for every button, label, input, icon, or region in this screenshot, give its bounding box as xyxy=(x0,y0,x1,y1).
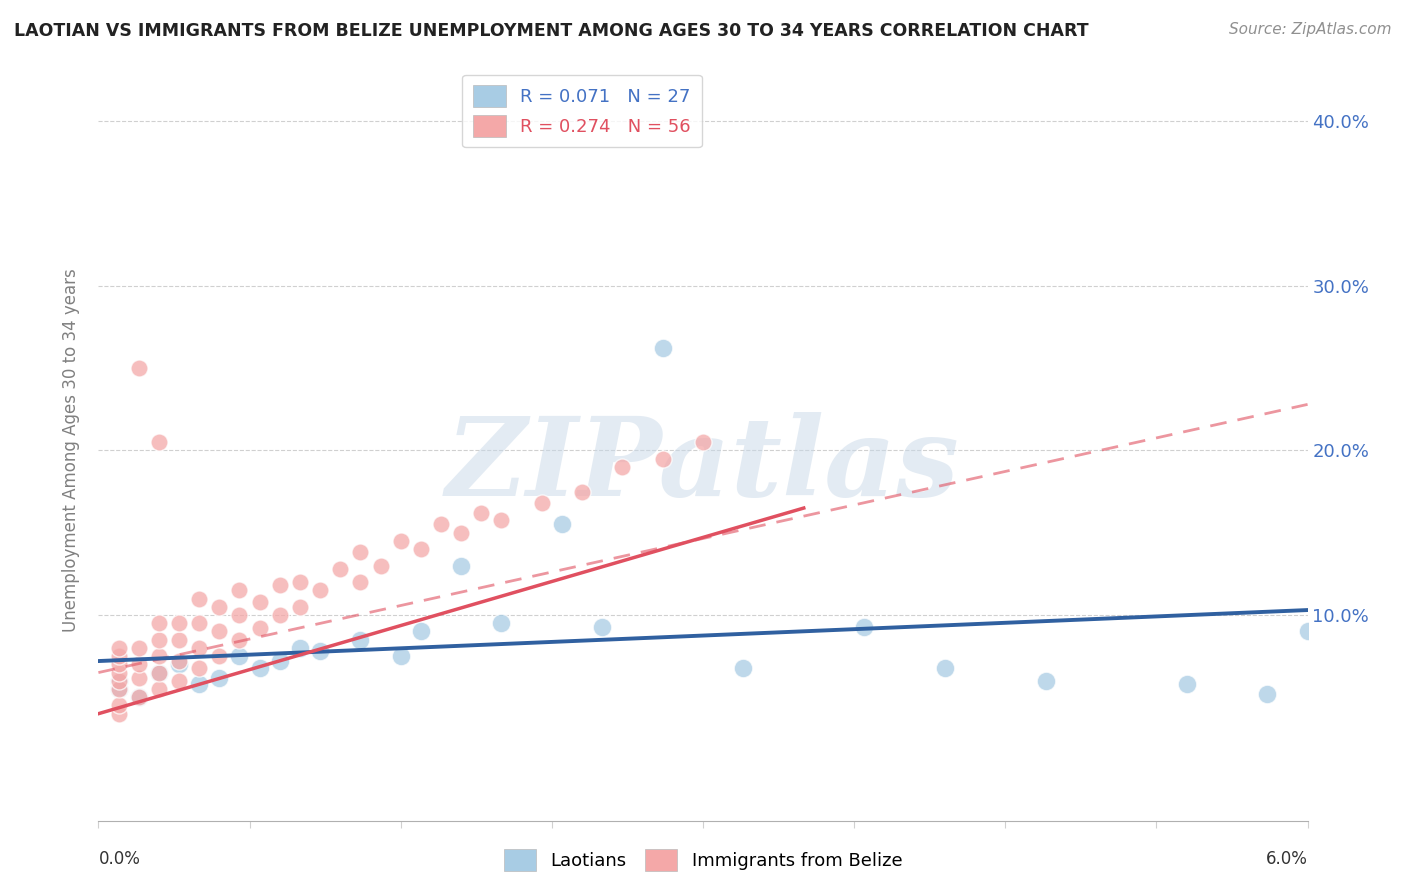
Point xyxy=(692,435,714,450)
Point xyxy=(128,640,150,655)
Point xyxy=(107,665,129,680)
Point xyxy=(450,525,472,540)
Point xyxy=(1296,624,1319,639)
Point xyxy=(571,484,593,499)
Point xyxy=(107,698,129,713)
Text: ZIPatlas: ZIPatlas xyxy=(446,411,960,519)
Point xyxy=(349,575,371,590)
Point xyxy=(249,660,271,674)
Text: LAOTIAN VS IMMIGRANTS FROM BELIZE UNEMPLOYMENT AMONG AGES 30 TO 34 YEARS CORRELA: LAOTIAN VS IMMIGRANTS FROM BELIZE UNEMPL… xyxy=(14,22,1088,40)
Point xyxy=(370,558,392,573)
Point xyxy=(107,640,129,655)
Point xyxy=(551,517,574,532)
Point xyxy=(148,632,170,647)
Point xyxy=(269,654,291,668)
Point xyxy=(208,624,231,639)
Point xyxy=(389,649,412,664)
Point xyxy=(651,342,673,356)
Point xyxy=(1256,687,1278,701)
Point xyxy=(148,665,170,680)
Point xyxy=(228,583,250,598)
Point xyxy=(148,665,170,680)
Point xyxy=(269,578,291,592)
Legend: Laotians, Immigrants from Belize: Laotians, Immigrants from Belize xyxy=(496,842,910,879)
Point xyxy=(107,681,129,696)
Point xyxy=(269,607,291,622)
Point xyxy=(128,671,150,685)
Point xyxy=(148,681,170,696)
Point xyxy=(228,649,250,664)
Point xyxy=(107,673,129,688)
Point xyxy=(167,657,190,672)
Legend: R = 0.071   N = 27, R = 0.274   N = 56: R = 0.071 N = 27, R = 0.274 N = 56 xyxy=(463,75,702,147)
Point xyxy=(853,619,876,633)
Text: 6.0%: 6.0% xyxy=(1265,850,1308,868)
Point xyxy=(107,649,129,664)
Text: 0.0%: 0.0% xyxy=(98,850,141,868)
Point xyxy=(107,681,129,696)
Point xyxy=(128,690,150,705)
Y-axis label: Unemployment Among Ages 30 to 34 years: Unemployment Among Ages 30 to 34 years xyxy=(62,268,80,632)
Point xyxy=(530,496,553,510)
Point xyxy=(733,660,755,674)
Point xyxy=(491,616,513,631)
Point xyxy=(107,657,129,672)
Point xyxy=(107,673,129,688)
Point xyxy=(148,435,170,450)
Text: Source: ZipAtlas.com: Source: ZipAtlas.com xyxy=(1229,22,1392,37)
Point xyxy=(349,545,371,559)
Point xyxy=(309,644,332,658)
Point xyxy=(148,649,170,664)
Point xyxy=(188,616,211,631)
Point xyxy=(167,616,190,631)
Point xyxy=(188,677,211,691)
Point xyxy=(228,632,250,647)
Point xyxy=(167,654,190,668)
Point xyxy=(228,607,250,622)
Point xyxy=(651,451,673,466)
Point xyxy=(1175,677,1198,691)
Point xyxy=(249,621,271,635)
Point xyxy=(409,624,432,639)
Point xyxy=(148,616,170,631)
Point xyxy=(167,632,190,647)
Point xyxy=(450,558,472,573)
Point xyxy=(491,512,513,526)
Point xyxy=(470,506,492,520)
Point xyxy=(288,599,311,614)
Point xyxy=(208,671,231,685)
Point xyxy=(329,562,352,576)
Point xyxy=(389,533,412,548)
Point xyxy=(188,591,211,606)
Point xyxy=(430,517,453,532)
Point xyxy=(309,583,332,598)
Point xyxy=(1035,673,1057,688)
Point xyxy=(208,649,231,664)
Point xyxy=(208,599,231,614)
Point xyxy=(288,575,311,590)
Point xyxy=(128,657,150,672)
Point xyxy=(128,690,150,705)
Point xyxy=(349,632,371,647)
Point xyxy=(288,640,311,655)
Point xyxy=(188,640,211,655)
Point xyxy=(249,595,271,609)
Point xyxy=(188,660,211,674)
Point xyxy=(591,619,613,633)
Point xyxy=(128,361,150,376)
Point xyxy=(409,542,432,557)
Point xyxy=(167,673,190,688)
Point xyxy=(612,459,634,474)
Point xyxy=(934,660,956,674)
Point xyxy=(107,706,129,721)
